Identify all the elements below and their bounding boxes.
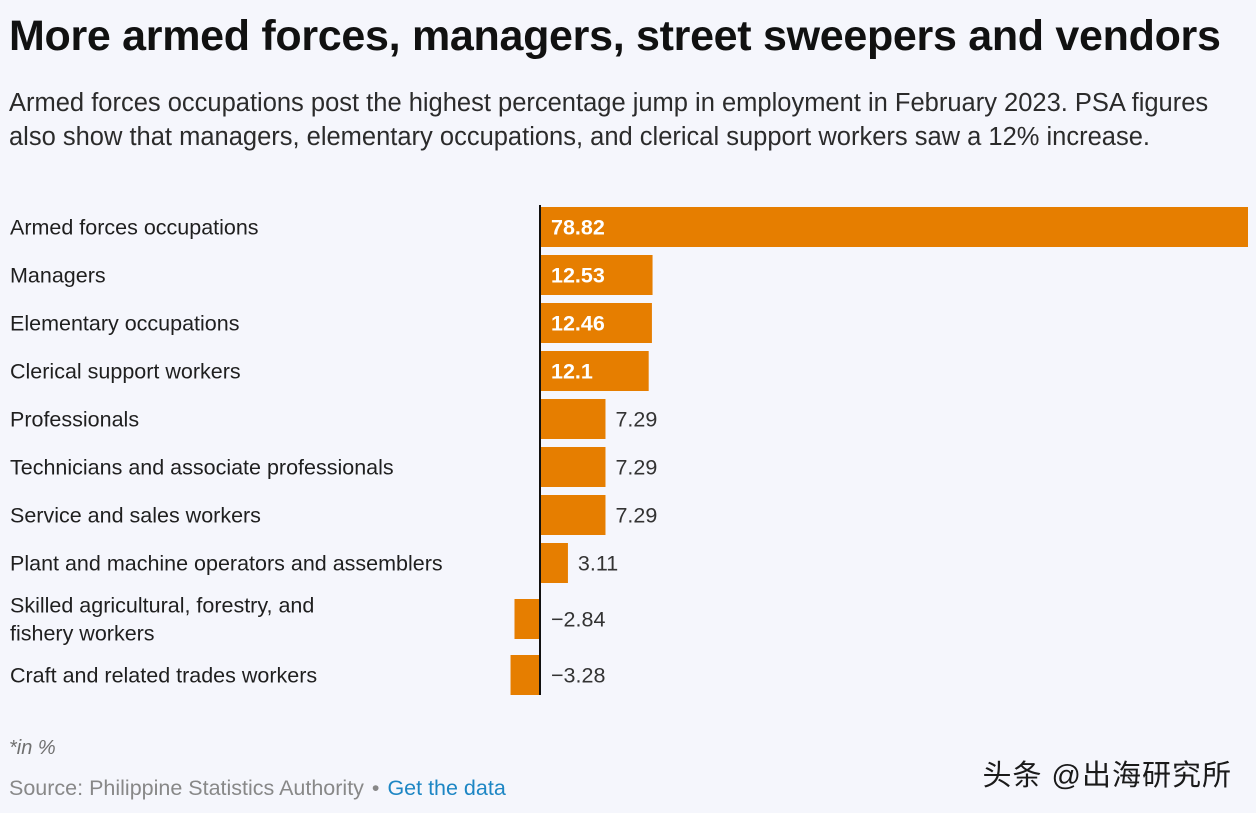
value-label: 7.29 bbox=[615, 408, 657, 432]
category-label: Plant and machine operators and assemble… bbox=[10, 552, 443, 576]
category-label: Armed forces occupations bbox=[10, 216, 259, 240]
category-label: Elementary occupations bbox=[10, 312, 239, 336]
bar bbox=[540, 207, 1248, 247]
unit-note: *in % bbox=[9, 737, 56, 759]
bar-chart: Armed forces occupations 78.82 Managers 12.… bbox=[10, 205, 1248, 695]
bar bbox=[540, 255, 653, 295]
value-label: 7.29 bbox=[615, 456, 657, 480]
category-label: Craft and related trades workers bbox=[10, 664, 317, 688]
value-label: 7.29 bbox=[615, 504, 657, 528]
value-label: 78.82 bbox=[551, 216, 605, 240]
category-label: Skilled agricultural, forestry, and fishe… bbox=[10, 594, 314, 646]
value-label: 12.46 bbox=[551, 312, 605, 336]
category-label: Professionals bbox=[10, 408, 139, 432]
bar bbox=[540, 399, 606, 439]
value-label: −2.84 bbox=[551, 608, 605, 632]
source-line: Source: Philippine Statistics Authority … bbox=[9, 776, 506, 801]
source-separator: • bbox=[371, 776, 380, 800]
chart-title: More armed forces, managers, street swee… bbox=[9, 12, 1221, 60]
category-label: Clerical support workers bbox=[10, 360, 241, 384]
category-label: Technicians and associate professionals bbox=[10, 456, 394, 480]
value-label: 3.11 bbox=[578, 552, 618, 576]
get-the-data-link[interactable]: Get the data bbox=[387, 776, 506, 800]
category-label: Managers bbox=[10, 264, 106, 288]
bar bbox=[540, 447, 606, 487]
value-label: 12.53 bbox=[551, 264, 605, 288]
chart-subtitle: Armed forces occupations post the highes… bbox=[9, 89, 1209, 151]
bar bbox=[514, 599, 540, 639]
bar bbox=[540, 303, 652, 343]
category-label: Service and sales workers bbox=[10, 504, 261, 528]
watermark-text: 头条 @出海研究所 bbox=[982, 760, 1232, 792]
bar bbox=[540, 351, 649, 391]
bar bbox=[540, 495, 606, 535]
source-text: Source: Philippine Statistics Authority bbox=[9, 776, 364, 800]
value-label: −3.28 bbox=[551, 664, 605, 688]
value-label: 12.1 bbox=[551, 360, 593, 384]
bar bbox=[540, 543, 568, 583]
bar bbox=[510, 655, 540, 695]
